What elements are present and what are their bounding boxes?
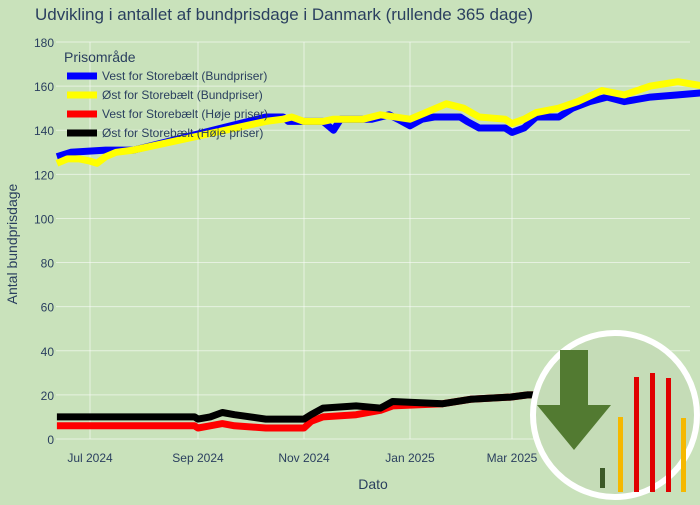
y-tick-label: 0 [47,433,54,447]
y-axis-ticks: 0 20 40 60 80 100 120 140 160 180 [34,36,54,447]
x-axis-label: Dato [358,476,388,492]
chart-title: Udvikling i antallet af bundprisdage i D… [35,5,533,24]
y-tick-label: 80 [41,257,55,271]
logo-bar-2 [634,377,639,492]
series-lines [55,78,700,432]
down-arrow-icon [537,350,611,450]
x-tick-label: Jan 2025 [385,451,435,465]
y-tick-label: 120 [34,168,54,182]
logo-bar-4 [666,378,671,492]
x-tick-label: Jul 2024 [67,451,113,465]
legend-entry-label: Øst for Storebælt (Bundpriser) [102,88,263,102]
legend-entry-label: Øst for Storebælt (Høje priser) [102,126,263,140]
legend-entry-label: Vest for Storebælt (Høje priser) [102,107,268,121]
y-tick-label: 160 [34,80,54,94]
logo-bar-0 [600,468,605,488]
legend-title: Prisområde [64,49,136,65]
down-arrow-bars-logo [530,330,700,500]
y-axis-label: Antal bundprisdage [4,183,20,304]
series-line-1 [55,78,700,167]
logo-bar-3 [650,373,655,492]
y-tick-label: 60 [41,301,55,315]
legend: Prisområde Vest for Storebælt (Bundprise… [64,49,268,140]
gridlines [56,41,690,440]
y-tick-label: 140 [34,124,54,138]
y-tick-label: 40 [41,345,55,359]
series-line-3 [56,391,566,423]
x-tick-label: Sep 2024 [172,451,224,465]
legend-entry-label: Vest for Storebælt (Bundpriser) [102,69,267,83]
y-tick-label: 20 [41,389,55,403]
x-tick-label: Mar 2025 [487,451,538,465]
logo-bar-1 [618,417,623,492]
logo-bar-5 [681,418,686,492]
x-axis-ticks: Jul 2024 Sep 2024 Nov 2024 Jan 2025 Mar 2025 [67,451,537,465]
y-tick-label: 180 [34,36,54,50]
x-tick-label: Nov 2024 [278,451,330,465]
y-tick-label: 100 [34,212,54,226]
